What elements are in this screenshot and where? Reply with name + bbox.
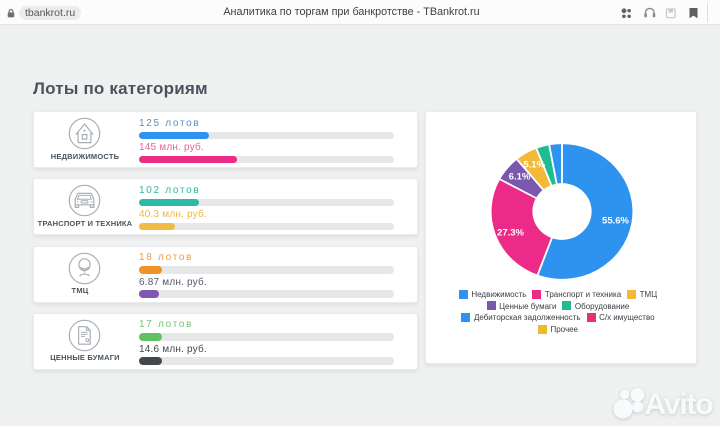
svg-text:Avito: Avito: [645, 388, 714, 421]
